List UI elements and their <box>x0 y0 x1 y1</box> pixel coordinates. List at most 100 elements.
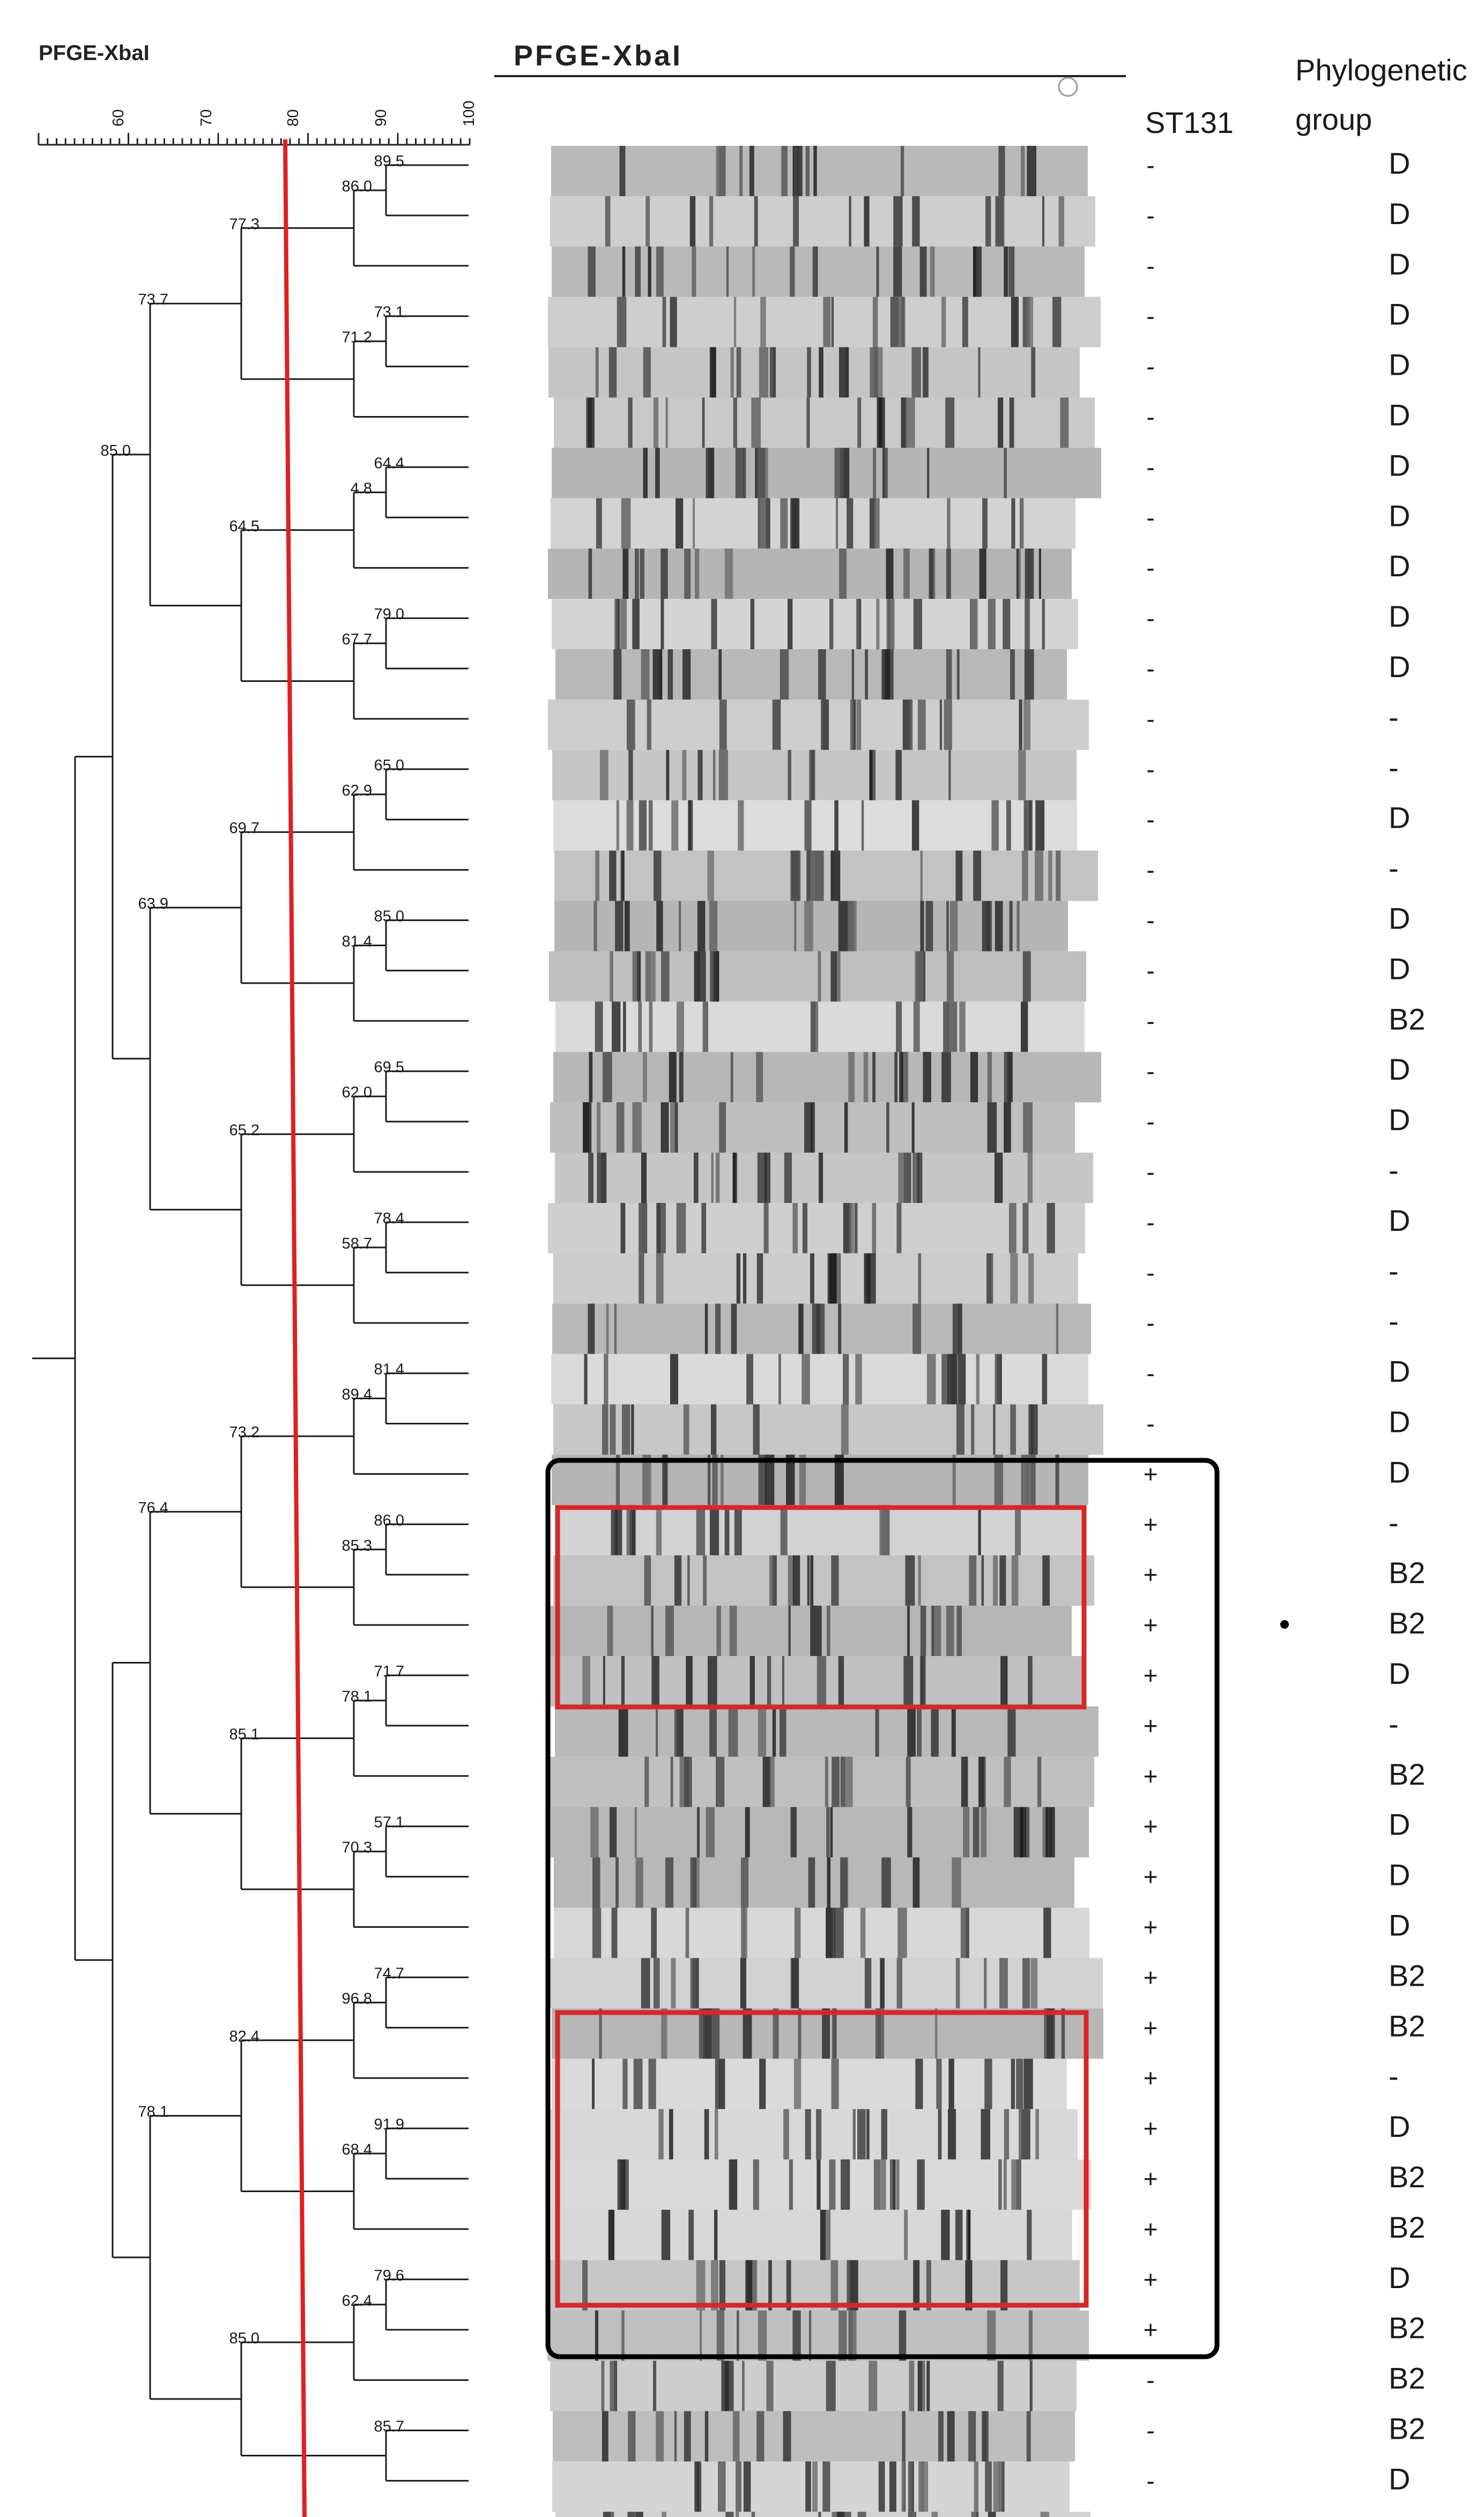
gel-band <box>1011 296 1019 347</box>
gel-band <box>699 951 706 1002</box>
gel-band <box>869 498 874 549</box>
gel-band <box>730 2159 738 2210</box>
gel-band <box>768 2260 772 2311</box>
gel-band <box>610 951 613 1002</box>
gel-band <box>821 699 829 750</box>
node-label: 79.6 <box>374 2267 404 2284</box>
scale-label-100: 100 <box>461 101 478 127</box>
gel-band <box>755 448 758 499</box>
gel-band <box>605 196 611 247</box>
gel-band <box>973 246 982 297</box>
gel-band <box>763 1202 769 1253</box>
gel-band <box>1024 649 1034 700</box>
gel-band <box>881 1505 890 1556</box>
gel-band <box>974 2461 979 2512</box>
gel-band <box>590 1807 599 1858</box>
gel-lane-background <box>548 699 1089 750</box>
gel-band <box>752 246 755 297</box>
gel-band <box>946 1606 954 1657</box>
st131-value: - <box>1146 503 1154 531</box>
gel-band <box>806 850 816 901</box>
gel-band <box>1000 1656 1008 1706</box>
gel-band <box>674 1102 678 1153</box>
gel-lane <box>554 397 1095 448</box>
gel-band <box>919 246 927 297</box>
gel-band <box>832 2008 837 2059</box>
phylo-group-value: D <box>1389 650 1410 684</box>
gel-band <box>1010 1253 1018 1304</box>
gel-band <box>890 296 899 347</box>
gel-band <box>1031 347 1036 398</box>
gel-lane <box>554 1907 1089 1958</box>
st131-value: + <box>1144 1510 1158 1538</box>
gel-band <box>988 599 996 650</box>
gel-band <box>1055 1454 1059 1505</box>
gel-band <box>591 2059 595 2110</box>
gel-band <box>1025 1807 1030 1858</box>
gel-band <box>848 1052 855 1103</box>
gel-band <box>616 599 620 650</box>
gel-band <box>1038 548 1041 599</box>
gel-band <box>709 1505 719 1556</box>
gel-band <box>982 498 988 549</box>
gel-band <box>873 498 876 549</box>
gel-band <box>911 800 919 851</box>
node-label: 79.0 <box>374 606 404 623</box>
gel-lane <box>548 296 1101 347</box>
gel-band <box>947 1001 958 1052</box>
gel-band <box>840 1756 845 1807</box>
gel-band <box>1021 1454 1028 1505</box>
gel-band <box>981 1807 987 1858</box>
gel-band <box>772 1706 776 1757</box>
gel-lane-background <box>551 1354 1088 1405</box>
gel-lane <box>553 1253 1078 1304</box>
gel-band <box>662 2512 666 2517</box>
gel-band <box>766 2360 774 2411</box>
node-label: 81.4 <box>374 1361 404 1378</box>
gel-lane <box>551 146 1088 196</box>
gel-lane-background <box>551 498 1075 549</box>
gel-band <box>667 649 673 700</box>
gel-band <box>1003 599 1011 650</box>
gel-band <box>621 1656 625 1706</box>
node-label: 71.2 <box>342 329 372 346</box>
gel-lane <box>554 850 1098 901</box>
gel-band <box>939 699 943 750</box>
gel-band <box>790 246 795 297</box>
gel-band <box>735 448 744 499</box>
gel-band <box>696 1505 706 1556</box>
gel-band <box>913 599 923 650</box>
gel-band <box>956 1404 964 1455</box>
gel-band <box>838 1303 842 1354</box>
gel-band <box>609 850 617 901</box>
gel-band <box>715 1303 721 1354</box>
gel-band <box>622 246 626 297</box>
gel-band <box>641 1153 647 1203</box>
gel-lane <box>549 951 1086 1002</box>
gel-band <box>804 901 813 952</box>
st131-value: - <box>1146 353 1154 381</box>
gel-band <box>787 599 793 650</box>
node-label: 74.7 <box>374 1965 404 1982</box>
gel-band <box>987 1102 997 1153</box>
gel-band <box>848 901 857 952</box>
gel-band <box>783 2411 791 2462</box>
gel-band <box>999 1958 1008 2009</box>
gel-band <box>613 649 622 700</box>
scale-tick-labels: 60 70 80 90 100 <box>110 101 478 127</box>
gel-band <box>946 548 951 599</box>
gel-band <box>614 599 618 650</box>
gel-band <box>830 951 837 1002</box>
gel-band <box>834 448 843 499</box>
phylo-group-value: D <box>1389 2462 1410 2496</box>
phylogenetic-group-column: DDDDDDDDDDD--D-DDB2DD-D--DDD-B2B2D-B2DDD… <box>1389 146 1426 2496</box>
gel-band <box>807 1555 810 1606</box>
gel-band <box>616 1102 625 1153</box>
phylo-group-value: D <box>1389 1355 1410 1389</box>
gel-band <box>602 1052 612 1103</box>
gel-band <box>724 548 733 599</box>
gel-band <box>645 951 651 1002</box>
gel-band <box>804 1102 813 1153</box>
gel-band <box>651 1907 657 1958</box>
phylo-group-value: B2 <box>1389 2160 1426 2194</box>
